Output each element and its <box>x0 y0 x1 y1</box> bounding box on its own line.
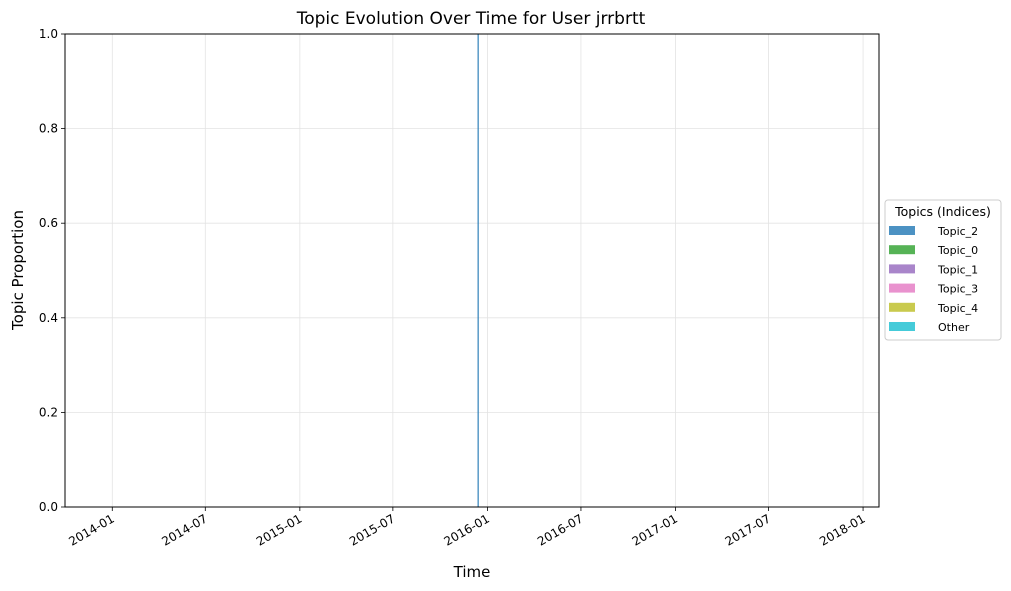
legend-swatch <box>889 322 915 331</box>
x-tick-label: 2014-07 <box>159 511 209 548</box>
legend-swatch <box>889 264 915 274</box>
legend-entry-label: Topic_1 <box>937 263 978 276</box>
x-tick-label: 2017-07 <box>723 511 773 548</box>
y-tick-label: 0.0 <box>39 500 58 514</box>
x-tick-label: 2018-01 <box>817 511 867 548</box>
x-tick-label: 2015-01 <box>254 511 304 548</box>
y-tick-label: 0.2 <box>39 405 58 419</box>
legend-swatch <box>889 283 915 293</box>
legend-entry-label: Topic_3 <box>937 283 978 296</box>
y-axis-label: Topic Proportion <box>9 210 27 331</box>
legend-entry-label: Other <box>938 321 970 334</box>
legend: Topics (Indices) Topic_2 Topic_0 Topic_1 To… <box>884 199 1002 341</box>
legend-entry-label: Topic_2 <box>937 225 978 238</box>
legend-entry-label: Topic_0 <box>937 244 978 257</box>
x-axis: 2014-01 2014-07 2015-01 2015-07 2016-01 2016-… <box>66 507 868 549</box>
x-axis-label: Time <box>453 563 491 581</box>
x-tick-label: 2017-01 <box>630 511 680 548</box>
legend-swatch <box>889 245 915 255</box>
x-tick-label: 2014-01 <box>66 511 116 548</box>
legend-entry-label: Topic_4 <box>937 302 978 315</box>
legend-swatch <box>889 302 915 312</box>
x-tick-label: 2016-07 <box>535 511 585 548</box>
y-tick-label: 0.8 <box>39 122 58 136</box>
plot-frame <box>64 33 880 508</box>
y-axis: 0.0 0.2 0.4 0.6 0.8 1.0 <box>39 27 65 514</box>
x-tick-label: 2015-07 <box>347 511 397 548</box>
y-tick-label: 0.4 <box>39 311 58 325</box>
y-tick-label: 1.0 <box>39 27 58 41</box>
legend-swatch <box>889 226 915 235</box>
y-tick-label: 0.6 <box>39 216 58 230</box>
x-tick-label: 2016-01 <box>441 511 491 548</box>
legend-title: Topics (Indices) <box>894 204 991 219</box>
chart-title: Topic Evolution Over Time for User jrrbr… <box>296 9 646 29</box>
grid-lines <box>65 33 879 508</box>
